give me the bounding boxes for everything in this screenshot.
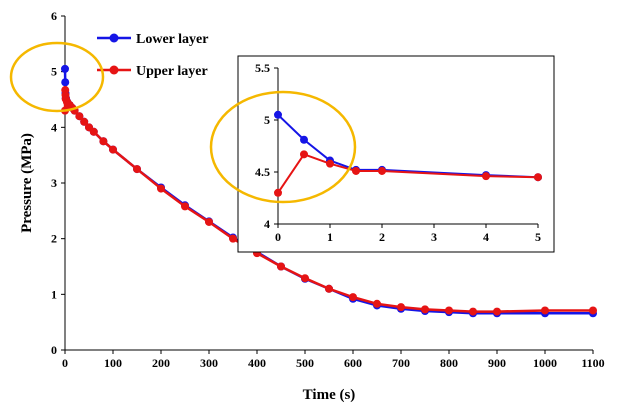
inset-x-tick-label: 2	[379, 230, 385, 244]
highlight-ellipse-main	[11, 43, 103, 111]
inset-point-upper	[378, 167, 386, 175]
inset-x-tick-label: 1	[327, 230, 333, 244]
inset-y-tick-label: 4	[264, 217, 270, 231]
x-axis-title: Time (s)	[303, 387, 356, 403]
main-y-tick-label: 3	[51, 176, 57, 190]
inset-point-upper	[534, 173, 542, 181]
inset-x-tick-label: 3	[431, 230, 437, 244]
inset-point-lower	[300, 136, 308, 144]
main-x-tick-label: 1100	[581, 356, 604, 370]
inset-chart: 0 1 2 3 4 5 4 4.5 5 5.5	[238, 56, 554, 252]
main-point-upper	[181, 202, 189, 210]
main-point-upper	[349, 293, 357, 301]
main-x-tick-label: 500	[296, 356, 314, 370]
legend-label-upper: Upper layer	[136, 64, 208, 79]
y-axis-title: Pressure (MPa)	[19, 133, 35, 233]
main-x-tick-label: 800	[440, 356, 458, 370]
legend-marker-upper	[110, 66, 119, 75]
main-x-tick-label: 700	[392, 356, 410, 370]
inset-x-tick-label: 5	[535, 230, 541, 244]
main-point-upper	[373, 300, 381, 308]
main-y-tick-label: 4	[51, 120, 57, 134]
main-point-upper	[133, 165, 141, 173]
main-y-tick-label: 1	[51, 287, 57, 301]
inset-point-upper	[352, 167, 360, 175]
main-x-tick-label: 900	[488, 356, 506, 370]
main-point-lower	[61, 78, 69, 86]
main-x-ticks: 0 100 200 300 400 500 600 700 800 900 1000 1100	[62, 350, 605, 370]
inset-point-upper	[482, 172, 490, 180]
inset-point-lower	[274, 111, 282, 119]
main-y-tick-label: 5	[51, 65, 57, 79]
main-y-tick-label: 0	[51, 343, 57, 357]
main-point-upper	[397, 303, 405, 311]
main-point-upper	[205, 218, 213, 226]
inset-y-tick-label: 4.5	[255, 165, 270, 179]
main-point-upper	[99, 137, 107, 145]
legend: Lower layer Upper layer	[97, 32, 208, 79]
inset-x-tick-label: 4	[483, 230, 489, 244]
inset-y-tick-label: 5	[264, 113, 270, 127]
main-point-lower	[61, 65, 69, 73]
main-point-upper	[157, 185, 165, 193]
main-x-tick-label: 0	[62, 356, 68, 370]
inset-x-tick-label: 0	[275, 230, 281, 244]
main-point-upper	[493, 308, 501, 316]
main-x-tick-label: 400	[248, 356, 266, 370]
main-point-upper	[421, 305, 429, 313]
main-point-upper	[229, 235, 237, 243]
inset-y-tick-label: 5.5	[255, 61, 270, 75]
main-y-tick-label: 2	[51, 232, 57, 246]
main-point-upper	[541, 306, 549, 314]
main-point-upper	[469, 308, 477, 316]
main-point-upper	[589, 306, 597, 314]
main-point-upper	[109, 146, 117, 154]
inset-point-upper	[274, 189, 282, 197]
inset-frame	[238, 56, 554, 252]
main-point-upper	[445, 306, 453, 314]
main-y-ticks: 0 1 2 3 4 5 6	[51, 9, 65, 357]
main-x-tick-label: 1000	[533, 356, 557, 370]
legend-label-lower: Lower layer	[136, 32, 208, 47]
main-x-tick-label: 200	[152, 356, 170, 370]
main-x-tick-label: 600	[344, 356, 362, 370]
main-x-tick-label: 100	[104, 356, 122, 370]
inset-point-upper	[326, 160, 334, 168]
main-point-upper	[277, 263, 285, 271]
main-x-tick-label: 300	[200, 356, 218, 370]
main-point-upper	[325, 285, 333, 293]
main-y-tick-label: 6	[51, 9, 57, 23]
inset-point-upper	[300, 150, 308, 158]
main-point-upper	[301, 274, 309, 282]
main-point-upper	[90, 128, 98, 136]
legend-marker-lower	[110, 34, 119, 43]
